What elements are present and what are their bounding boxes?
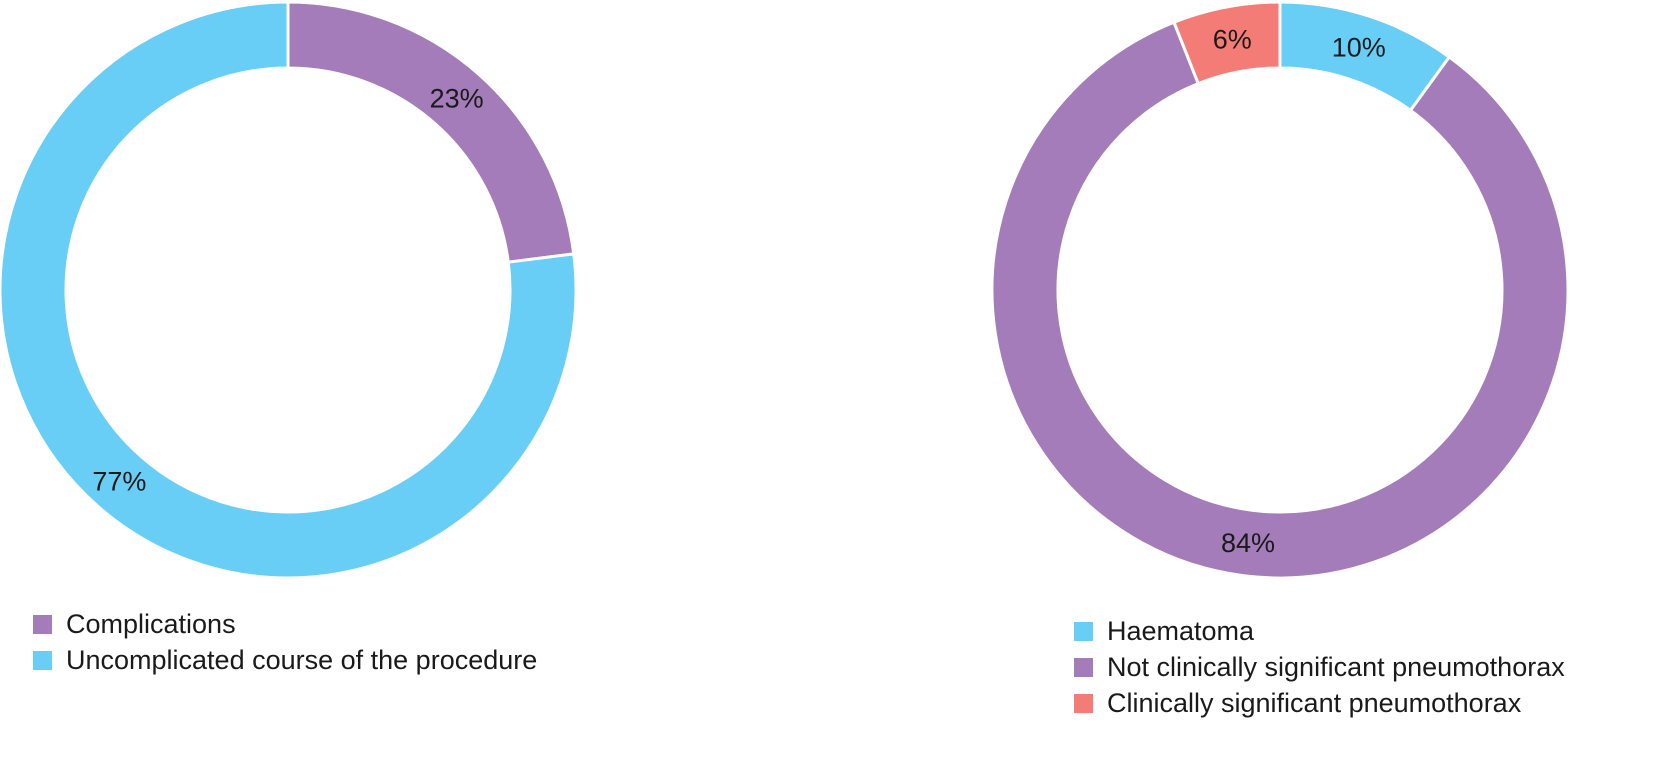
slice-uncomplicated-course-of-the-procedure xyxy=(0,0,578,580)
legend-swatch-complications xyxy=(33,614,52,634)
legend-label: Not clinically significant pneumothorax xyxy=(1107,651,1565,682)
legend-item: Haematoma xyxy=(1074,613,1565,649)
legend-item: Complications xyxy=(33,606,537,642)
legend-swatch-uncomplicated xyxy=(33,650,52,670)
legend-label: Clinically significant pneumothorax xyxy=(1107,687,1522,718)
legend-complications: Complications Uncomplicated course of th… xyxy=(33,606,537,678)
slice-label-clinically-significant-pneumothorax: 6% xyxy=(1213,25,1252,55)
legend-item: Clinically significant pneumothorax xyxy=(1074,685,1565,721)
legend-swatch-haematoma xyxy=(1074,621,1093,641)
legend-item: Uncomplicated course of the procedure xyxy=(33,642,537,678)
donut-chart-complication-types: 10% 84% 6% xyxy=(990,0,1570,580)
legend-label: Complications xyxy=(66,608,236,639)
donut-chart-complications: 23% 77% xyxy=(0,0,578,580)
legend-swatch-not-significant-pneumothorax xyxy=(1074,657,1093,677)
slice-clinically-significant-pneumothorax xyxy=(1172,0,1282,86)
slice-not-clinically-significant-pneumothorax xyxy=(990,20,1570,580)
slice-label-haematoma: 10% xyxy=(1332,32,1386,62)
legend-complication-types: Haematoma Not clinically significant pne… xyxy=(1074,613,1565,721)
legend-item: Not clinically significant pneumothorax xyxy=(1074,649,1565,685)
slice-complications xyxy=(286,0,576,264)
legend-swatch-significant-pneumothorax xyxy=(1074,693,1093,713)
slice-label-uncomplicated-course-of-the-procedure: 77% xyxy=(92,466,146,496)
legend-label: Haematoma xyxy=(1107,615,1255,646)
slice-label-not-clinically-significant-pneumothorax: 84% xyxy=(1221,528,1275,558)
slice-label-complications: 23% xyxy=(430,84,484,114)
legend-label: Uncomplicated course of the procedure xyxy=(66,644,538,675)
